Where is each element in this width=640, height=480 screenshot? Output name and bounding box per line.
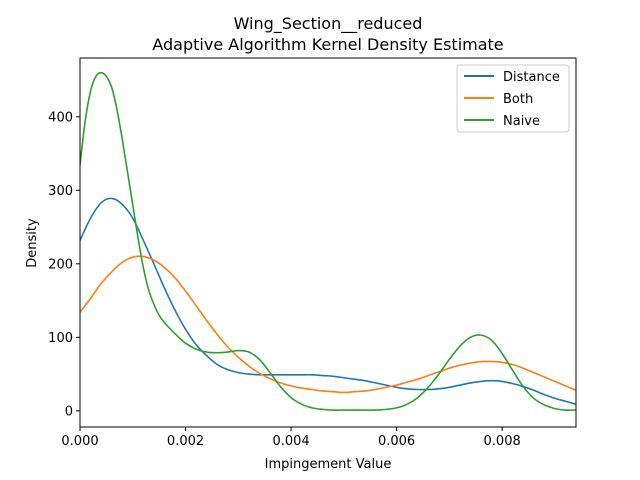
y-axis-label: Density — [25, 218, 40, 268]
chart-title: Wing_Section__reduced — [234, 14, 423, 34]
y-tick-label: 300 — [48, 184, 73, 199]
x-tick-label: 0.008 — [484, 434, 521, 449]
y-tick-label: 100 — [48, 331, 73, 346]
x-tick-label: 0.002 — [167, 434, 204, 449]
x-axis-ticks: 0.000 0.002 0.004 0.006 0.008 — [61, 427, 521, 449]
x-tick-label: 0.006 — [378, 434, 415, 449]
legend-label-distance: Distance — [503, 70, 560, 85]
y-tick-label: 200 — [48, 257, 73, 272]
legend-label-naive: Naive — [503, 114, 540, 129]
plot-frame — [79, 57, 577, 428]
legend-label-both: Both — [503, 92, 533, 107]
y-tick-label: 400 — [48, 110, 73, 125]
chart-subtitle: Adaptive Algorithm Kernel Density Estima… — [152, 35, 503, 54]
y-axis-ticks: 0 100 200 300 400 — [48, 110, 80, 419]
plot-lines — [80, 71, 576, 411]
legend: Distance Both Naive — [456, 64, 570, 133]
series-line-both — [80, 255, 576, 394]
x-tick-label: 0.000 — [61, 434, 98, 449]
x-axis-label: Impingement Value — [265, 457, 392, 472]
y-tick-label: 0 — [65, 404, 73, 419]
series-line-naive — [80, 71, 576, 411]
series-line-distance — [80, 197, 576, 406]
x-tick-label: 0.004 — [272, 434, 309, 449]
legend-box — [456, 64, 570, 133]
